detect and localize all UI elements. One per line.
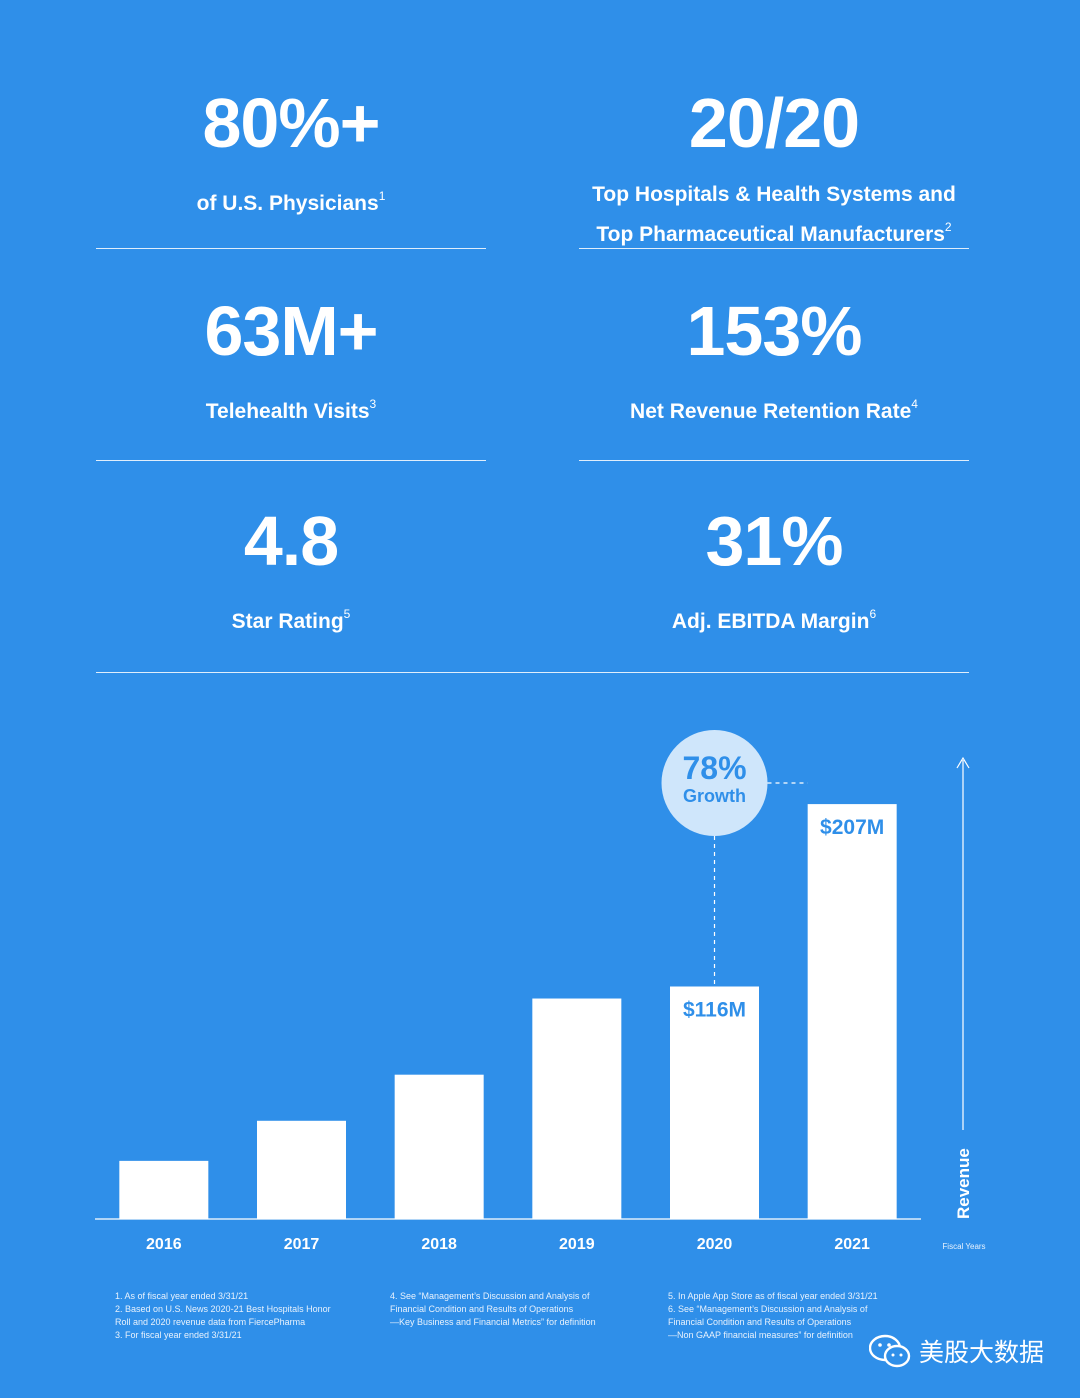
divider: [579, 460, 969, 461]
stat-label: Star Rating5: [231, 607, 351, 633]
growth-bubble: [661, 730, 768, 836]
footnote-ref: 5: [343, 607, 351, 621]
footnote-ref: 1: [378, 189, 386, 203]
wechat-icon: [868, 1334, 911, 1368]
stat-label: of U.S. Physicians1: [196, 189, 386, 215]
x-axis-label: Fiscal Years: [942, 1242, 985, 1251]
stat-label-line-2: Top Pharmaceutical Manufacturers2: [596, 220, 952, 246]
bar-2016: [119, 1160, 209, 1219]
divider: [96, 672, 969, 673]
stat-telehealth: 63M+ Telehealth Visits3: [96, 296, 486, 428]
footnotes-col-2: 4. See “Management’s Discussion and Anal…: [390, 1290, 596, 1329]
stat-physicians: 80%+ of U.S. Physicians1: [96, 88, 486, 220]
stat-value: 4.8: [243, 502, 339, 580]
stat-ebitda-margin: 31% Adj. EBITDA Margin6: [579, 506, 969, 638]
stat-value: 20/20: [688, 84, 860, 162]
bar-2021: [807, 804, 897, 1219]
footnote-line: 4. See “Management’s Discussion and Anal…: [390, 1291, 590, 1301]
stat-value: 80%+: [202, 84, 381, 162]
growth-value: 78%: [682, 750, 746, 786]
stat-label: Telehealth Visits3: [205, 397, 377, 423]
footnote-line: —Non GAAP financial measures” for defini…: [668, 1330, 853, 1340]
revenue-bar-chart: 2016 2017 2018 2019 2020 $116M 2021 $207M 78%Gro…: [95, 730, 986, 1253]
bar-2019: [532, 998, 622, 1219]
data-label: $207M: [820, 816, 884, 839]
stat-top-hospitals: 20/20 Top Hospitals & Health Systems and…: [579, 88, 969, 251]
stat-net-revenue-retention: 153% Net Revenue Retention Rate4: [579, 296, 969, 428]
footnote-ref: 2: [944, 220, 952, 234]
stat-label-line-1: Top Hospitals & Health Systems and: [592, 183, 956, 206]
footnote-line: 5. In Apple App Store as of fiscal year …: [668, 1291, 878, 1301]
x-tick-label: 2017: [284, 1236, 320, 1253]
y-axis-arrow-head: [956, 756, 970, 769]
x-tick-label: 2021: [834, 1236, 870, 1253]
stat-label: Net Revenue Retention Rate4: [630, 397, 918, 423]
x-tick-label: 2020: [697, 1236, 733, 1253]
bar-2018: [394, 1074, 484, 1219]
footnote-line: Financial Condition and Results of Opera…: [390, 1304, 574, 1314]
footnote-line: —Key Business and Financial Metrics” for…: [390, 1317, 596, 1327]
watermark-text: 美股大数据: [918, 1338, 1044, 1367]
bar-2020: [670, 986, 759, 1219]
stat-value: 31%: [705, 502, 843, 580]
stat-value: 153%: [686, 292, 862, 370]
footnote-line: Roll and 2020 revenue data from FiercePh…: [115, 1317, 306, 1327]
x-tick-label: 2016: [146, 1236, 182, 1253]
data-label: $116M: [683, 998, 746, 1021]
stat-label: Top Hospitals & Health Systems and Top P…: [579, 178, 969, 251]
divider: [579, 248, 969, 249]
x-tick-label: 2019: [559, 1236, 595, 1253]
footnote-line: 1. As of fiscal year ended 3/31/21: [115, 1291, 249, 1301]
watermark: 美股大数据: [868, 1333, 1044, 1369]
footnote-line: Financial Condition and Results of Opera…: [668, 1317, 852, 1327]
footnote-line: 2. Based on U.S. News 2020-21 Best Hospi…: [115, 1304, 331, 1314]
footnote-ref: 4: [911, 397, 918, 411]
stat-star-rating: 4.8 Star Rating5: [96, 506, 486, 638]
y-axis-label: Revenue: [954, 1148, 973, 1219]
footnote-line: 3. For fiscal year ended 3/31/21: [115, 1330, 242, 1340]
footnotes-col-3: 5. In Apple App Store as of fiscal year …: [668, 1290, 878, 1342]
footnote-ref: 6: [869, 607, 877, 621]
footnote-line: 6. See “Management’s Discussion and Anal…: [668, 1304, 868, 1314]
stat-label: Adj. EBITDA Margin6: [671, 607, 877, 633]
divider: [96, 248, 486, 249]
stat-value: 63M+: [204, 292, 378, 370]
x-tick-label: 2018: [421, 1236, 457, 1253]
divider: [96, 460, 486, 461]
growth-text: Growth: [683, 786, 746, 806]
bar-2017: [257, 1120, 346, 1219]
footnote-ref: 3: [369, 397, 377, 411]
footnotes-col-1: 1. As of fiscal year ended 3/31/21 2. Bas…: [115, 1290, 331, 1342]
